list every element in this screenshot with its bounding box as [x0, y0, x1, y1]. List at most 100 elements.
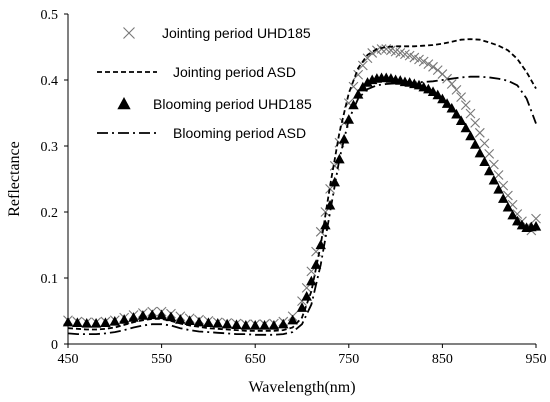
cross-marker — [451, 85, 462, 95]
cross-marker — [460, 100, 471, 110]
cross-marker — [456, 92, 467, 103]
series-1 — [67, 38, 537, 332]
y-tick-label: 0.5 — [41, 8, 59, 23]
cross-marker — [474, 127, 485, 138]
triangle-marker — [118, 314, 130, 324]
legend-item: Jointing period ASD — [97, 64, 296, 80]
triangle-marker — [437, 93, 448, 104]
cross-marker — [470, 118, 481, 128]
triangle-marker — [455, 115, 467, 126]
x-tick-label: 650 — [245, 352, 266, 367]
triangle-marker — [441, 98, 453, 108]
triangle-marker — [493, 184, 504, 194]
triangle-marker — [460, 122, 472, 133]
cross-marker — [123, 27, 135, 39]
triangle-marker — [62, 316, 74, 327]
triangle-marker — [432, 89, 443, 100]
cross-marker — [357, 60, 368, 71]
cross-marker — [418, 56, 429, 67]
series-line — [67, 75, 537, 336]
triangle-marker — [362, 77, 373, 87]
y-tick-label: 0.2 — [41, 206, 59, 221]
triangle-marker — [268, 320, 280, 330]
series-2 — [62, 72, 542, 330]
triangle-marker — [301, 290, 312, 301]
x-tick-label: 750 — [338, 352, 359, 367]
cross-marker — [446, 79, 457, 89]
y-tick-label: 0.1 — [41, 272, 59, 287]
triangle-marker — [193, 316, 205, 327]
y-tick-label: 0.3 — [41, 140, 59, 155]
x-tick-label: 450 — [58, 352, 79, 367]
y-tick-label: 0 — [51, 338, 58, 353]
triangle-marker — [212, 318, 223, 328]
triangle-marker — [72, 317, 83, 328]
triangle-marker — [507, 209, 518, 220]
legend-label: Jointing period UHD185 — [162, 25, 311, 41]
triangle-marker — [474, 147, 486, 158]
legend-item: Blooming period UHD185 — [117, 96, 312, 112]
triangle-marker — [137, 310, 149, 320]
triangle-marker — [498, 193, 509, 203]
triangle-marker — [502, 201, 514, 212]
triangle-marker — [488, 174, 500, 185]
triangle-marker — [512, 215, 523, 226]
triangle-marker — [479, 156, 490, 166]
series-line — [67, 38, 537, 332]
triangle-marker — [175, 314, 186, 324]
x-tick-label: 850 — [432, 352, 453, 367]
cross-marker — [488, 159, 499, 170]
legend-label: Blooming period ASD — [173, 125, 306, 141]
triangle-marker — [465, 130, 476, 141]
triangle-marker — [483, 165, 495, 176]
triangle-marker — [184, 315, 195, 326]
triangle-marker — [310, 259, 322, 269]
triangle-marker — [324, 199, 336, 210]
triangle-marker — [147, 309, 158, 320]
x-tick-label: 550 — [151, 352, 172, 367]
legend-label: Jointing period ASD — [173, 64, 296, 80]
triangle-marker — [240, 320, 252, 330]
y-tick-label: 0.4 — [41, 74, 59, 89]
triangle-marker — [128, 312, 139, 322]
triangle-marker — [221, 318, 233, 329]
cross-marker — [428, 61, 438, 72]
legend-item: Jointing period UHD185 — [123, 25, 311, 41]
legend: Jointing period UHD185 Jointing period AS… — [97, 25, 312, 141]
cross-marker — [353, 69, 364, 80]
axes: 450 550 650 750 850 950 0 0.1 0.2 0.3 0.4 0.5 — [41, 8, 547, 367]
series-0 — [63, 44, 541, 330]
triangle-marker — [352, 89, 364, 99]
cross-marker — [484, 149, 495, 159]
x-tick-label: 950 — [526, 352, 547, 367]
triangle-marker — [165, 311, 177, 322]
triangle-marker — [530, 221, 542, 231]
triangle-marker — [451, 108, 462, 119]
series-3 — [67, 75, 537, 336]
triangle-marker — [306, 275, 317, 286]
triangle-marker — [109, 316, 121, 326]
triangle-marker — [231, 319, 242, 329]
x-axis-title: Wavelength(nm) — [248, 379, 355, 396]
triangle-marker — [81, 318, 92, 328]
y-axis-title: Reflectance — [6, 141, 23, 217]
triangle-marker — [469, 139, 481, 149]
cross-marker — [376, 44, 387, 54]
triangle-marker — [446, 102, 457, 113]
triangle-marker — [100, 317, 111, 328]
triangle-marker — [287, 314, 298, 325]
triangle-marker — [278, 318, 289, 329]
triangle-marker — [249, 320, 261, 330]
triangle-marker — [90, 318, 102, 328]
triangle-marker — [296, 302, 308, 312]
triangle-marker — [348, 99, 359, 110]
plot-series — [62, 38, 542, 336]
legend-label: Blooming period UHD185 — [153, 96, 312, 112]
triangle-marker — [117, 97, 131, 110]
cross-marker — [465, 108, 476, 119]
cross-marker — [479, 138, 490, 149]
triangle-marker — [203, 317, 214, 328]
triangle-marker — [259, 320, 270, 330]
legend-item: Blooming period ASD — [97, 125, 306, 141]
